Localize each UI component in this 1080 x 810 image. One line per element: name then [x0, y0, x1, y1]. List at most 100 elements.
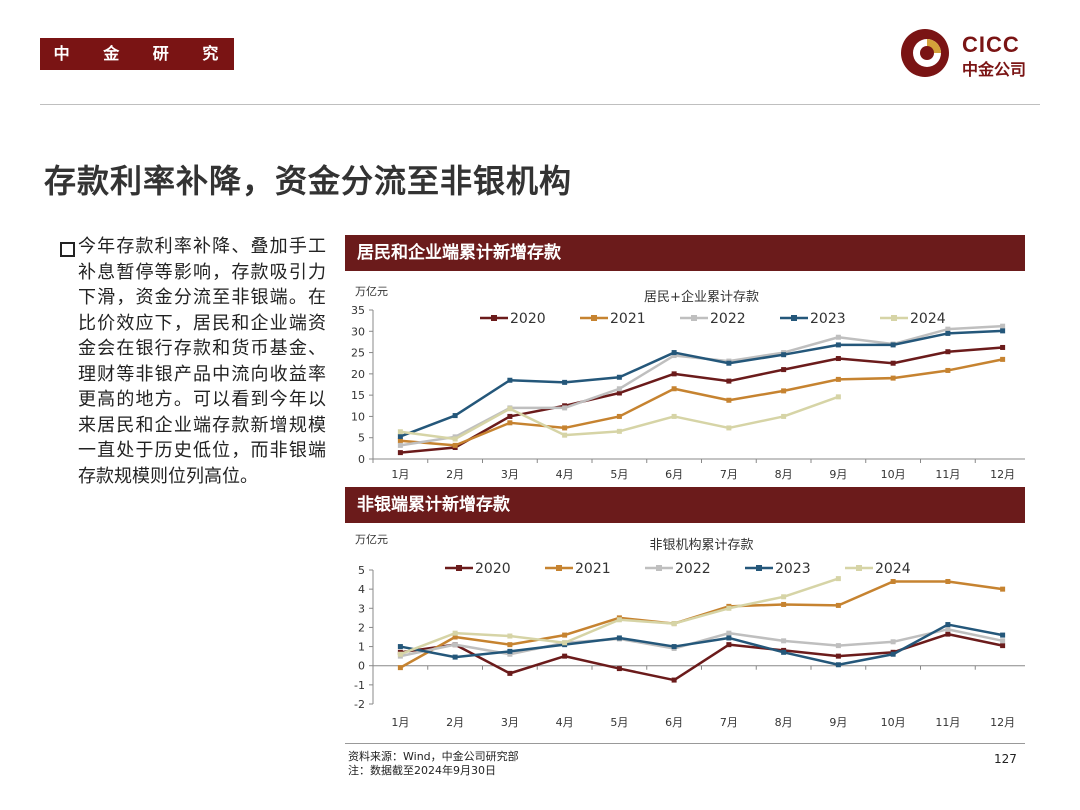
- data-point-2024: [397, 429, 403, 435]
- legend-label: 2021: [610, 311, 646, 327]
- data-point-2021: [1000, 586, 1006, 592]
- legend-label: 2023: [775, 561, 811, 577]
- department-badge: 中 金 研 究 部: [40, 38, 234, 95]
- data-point-2021: [452, 442, 458, 448]
- bullet-square-icon: [60, 242, 75, 257]
- legend-swatch-marker: [856, 565, 862, 571]
- data-point-2022: [835, 334, 841, 340]
- x-tick-label: 6月: [665, 716, 683, 729]
- data-point-2021: [507, 642, 513, 648]
- data-point-2021: [507, 420, 513, 426]
- y-tick-label: 0: [358, 453, 365, 466]
- data-point-2020: [945, 349, 951, 355]
- data-point-2021: [781, 388, 787, 394]
- data-point-2020: [1000, 344, 1006, 350]
- bullet-paragraph: 今年存款利率补降、叠加手工补息暂停等影响，存款吸引力下滑，资金分流至非银端。在比…: [78, 236, 326, 487]
- x-tick-label: 8月: [775, 716, 793, 729]
- x-tick-label: 9月: [829, 716, 847, 729]
- data-point-2021: [562, 425, 568, 431]
- logo-text-en: CICC: [962, 32, 1020, 57]
- data-point-2024: [835, 394, 841, 400]
- data-point-2022: [945, 326, 951, 332]
- y-tick-label: 4: [358, 583, 365, 596]
- data-point-2021: [890, 578, 896, 584]
- x-tick-label: 6月: [665, 468, 683, 481]
- data-point-2020: [616, 666, 622, 672]
- data-point-2021: [1000, 356, 1006, 362]
- data-point-2023: [452, 654, 458, 660]
- footer-divider: [345, 743, 1025, 744]
- data-point-2022: [726, 630, 732, 636]
- data-point-2023: [726, 635, 732, 641]
- legend-swatch-marker: [556, 565, 562, 571]
- data-point-2021: [945, 578, 951, 584]
- data-point-2020: [616, 390, 622, 396]
- data-point-2020: [1000, 643, 1006, 649]
- x-tick-label: 4月: [556, 716, 574, 729]
- data-point-2020: [945, 631, 951, 637]
- series-line-2020: [400, 346, 1003, 454]
- data-point-2020: [726, 642, 732, 648]
- data-point-2024: [835, 576, 841, 582]
- data-point-2022: [507, 651, 513, 657]
- logo-text-cn: 中金公司: [962, 60, 1027, 79]
- y-tick-label: 3: [358, 602, 365, 615]
- data-point-2023: [616, 374, 622, 380]
- data-point-2023: [781, 352, 787, 358]
- data-point-2023: [945, 622, 951, 628]
- legend-swatch-marker: [591, 315, 597, 321]
- cicc-logo-icon: [901, 29, 949, 77]
- legend-label: 2024: [875, 561, 911, 577]
- legend-swatch-marker: [656, 565, 662, 571]
- data-point-2022: [562, 405, 568, 411]
- source-text: 资料来源：Wind，中金公司研究部: [348, 750, 519, 763]
- legend-label: 2024: [910, 311, 946, 327]
- y-tick-label: 5: [358, 432, 365, 445]
- y-tick-label: 1: [358, 641, 365, 654]
- data-point-2022: [781, 638, 787, 644]
- legend-label: 2020: [475, 561, 511, 577]
- data-point-2023: [781, 649, 787, 655]
- y-axis-unit-label: 万亿元: [355, 533, 388, 546]
- data-point-2023: [890, 342, 896, 348]
- data-point-2021: [945, 367, 951, 373]
- data-point-2020: [671, 371, 677, 377]
- x-tick-label: 12月: [990, 468, 1015, 481]
- data-point-2020: [507, 670, 513, 676]
- data-point-2024: [726, 605, 732, 611]
- chart-title: 居民+企业累计存款: [644, 289, 759, 305]
- data-point-2022: [397, 442, 403, 448]
- data-point-2020: [726, 378, 732, 384]
- data-point-2024: [781, 594, 787, 600]
- x-tick-label: 11月: [935, 468, 960, 481]
- data-point-2024: [452, 436, 458, 442]
- y-tick-label: 10: [351, 410, 365, 423]
- legend-label: 2022: [710, 311, 746, 327]
- y-tick-label: 25: [351, 347, 365, 360]
- y-tick-label: 20: [351, 368, 365, 381]
- y-tick-label: 35: [351, 304, 365, 317]
- data-point-2024: [671, 621, 677, 627]
- x-tick-label: 11月: [935, 716, 960, 729]
- legend-swatch-marker: [891, 315, 897, 321]
- y-tick-label: 0: [358, 660, 365, 673]
- data-point-2023: [562, 379, 568, 385]
- legend-swatch-marker: [491, 315, 497, 321]
- data-point-2024: [562, 432, 568, 438]
- data-point-2022: [835, 643, 841, 649]
- y-tick-label: 2: [358, 621, 365, 634]
- data-point-2023: [726, 360, 732, 366]
- data-point-2023: [835, 342, 841, 348]
- legend-label: 2021: [575, 561, 611, 577]
- x-tick-label: 1月: [391, 716, 409, 729]
- legend-swatch-marker: [756, 565, 762, 571]
- data-point-2023: [1000, 328, 1006, 334]
- data-point-2021: [890, 375, 896, 381]
- x-tick-label: 2月: [446, 468, 464, 481]
- data-point-2024: [671, 413, 677, 419]
- data-point-2023: [945, 330, 951, 336]
- x-tick-label: 12月: [990, 716, 1015, 729]
- data-point-2023: [397, 644, 403, 650]
- data-point-2023: [507, 377, 513, 383]
- x-tick-label: 3月: [501, 468, 519, 481]
